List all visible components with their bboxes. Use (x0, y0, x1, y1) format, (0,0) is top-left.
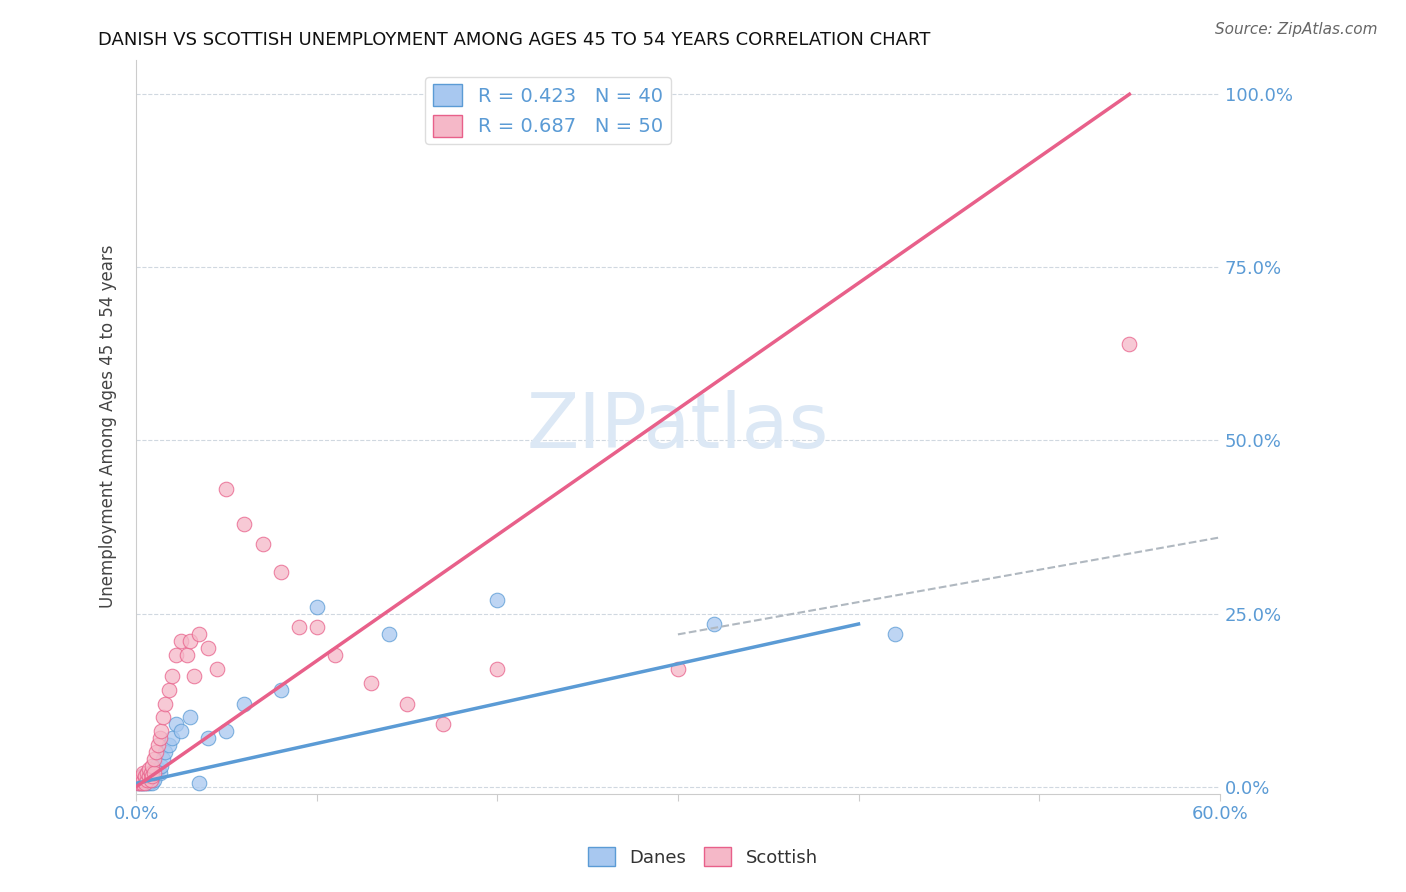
Point (136, 765, 159, 780)
Point (131, 769, 153, 783)
Y-axis label: Unemployment Among Ages 45 to 54 years: Unemployment Among Ages 45 to 54 years (100, 245, 117, 608)
Point (883, 627, 905, 641)
Point (128, 772, 150, 787)
Point (152, 710, 174, 724)
Point (139, 765, 162, 780)
Point (143, 765, 166, 780)
Point (150, 759, 173, 773)
Point (1118, 336, 1140, 351)
Point (136, 772, 159, 787)
Point (141, 776, 163, 790)
Point (179, 710, 201, 724)
Point (138, 763, 160, 777)
Point (270, 565, 292, 579)
Point (153, 697, 176, 711)
Point (160, 731, 183, 746)
Point (703, 617, 725, 632)
Point (252, 537, 274, 551)
Point (128, 776, 150, 790)
Point (138, 769, 160, 783)
Point (138, 776, 160, 790)
Point (136, 776, 159, 790)
Point (128, 776, 150, 790)
Point (131, 776, 153, 790)
Point (157, 682, 180, 697)
Point (145, 745, 167, 759)
Point (143, 752, 166, 766)
Point (143, 772, 166, 787)
Point (132, 765, 155, 780)
Point (197, 731, 219, 746)
Point (145, 759, 167, 773)
Point (215, 482, 238, 496)
Point (134, 769, 156, 783)
Point (138, 769, 160, 783)
Point (141, 769, 163, 783)
Point (270, 682, 292, 697)
Point (188, 627, 211, 641)
Point (176, 648, 198, 662)
Point (134, 776, 156, 790)
Point (160, 669, 183, 683)
Point (207, 662, 229, 676)
Point (139, 772, 162, 787)
Point (215, 724, 238, 739)
Point (131, 776, 153, 790)
Point (153, 745, 176, 759)
Point (132, 776, 155, 790)
Point (139, 765, 162, 780)
Point (188, 776, 211, 790)
Text: Source: ZipAtlas.com: Source: ZipAtlas.com (1215, 22, 1378, 37)
Point (128, 772, 150, 787)
Legend: Danes, Scottish: Danes, Scottish (581, 840, 825, 874)
Point (233, 697, 256, 711)
Point (152, 752, 174, 766)
Point (233, 516, 256, 531)
Point (287, 620, 309, 634)
Point (395, 697, 418, 711)
Point (149, 731, 172, 746)
Point (150, 724, 173, 739)
Point (149, 765, 172, 780)
Point (131, 772, 153, 787)
Point (432, 717, 454, 731)
Point (127, 776, 149, 790)
Point (132, 769, 155, 783)
Point (127, 772, 149, 787)
Point (486, 592, 509, 607)
Point (146, 763, 169, 777)
Point (143, 765, 166, 780)
Point (132, 772, 155, 787)
Point (141, 759, 163, 773)
Point (305, 620, 328, 634)
Point (165, 717, 187, 731)
Text: ZIPatlas: ZIPatlas (527, 390, 830, 464)
Point (170, 634, 193, 648)
Point (165, 648, 187, 662)
Point (134, 772, 156, 787)
Point (146, 738, 169, 752)
Point (183, 669, 205, 683)
Point (136, 772, 159, 787)
Point (179, 634, 201, 648)
Point (197, 641, 219, 656)
Point (127, 776, 149, 790)
Point (360, 676, 382, 690)
Point (486, 662, 509, 676)
Point (141, 769, 163, 783)
Point (666, 662, 689, 676)
Point (378, 627, 401, 641)
Legend: R = 0.423   N = 40, R = 0.687   N = 50: R = 0.423 N = 40, R = 0.687 N = 50 (425, 77, 671, 145)
Point (305, 599, 328, 614)
Point (323, 648, 346, 662)
Text: DANISH VS SCOTTISH UNEMPLOYMENT AMONG AGES 45 TO 54 YEARS CORRELATION CHART: DANISH VS SCOTTISH UNEMPLOYMENT AMONG AG… (98, 31, 931, 49)
Point (170, 724, 193, 739)
Point (157, 738, 180, 752)
Point (139, 772, 162, 787)
Point (134, 776, 156, 790)
